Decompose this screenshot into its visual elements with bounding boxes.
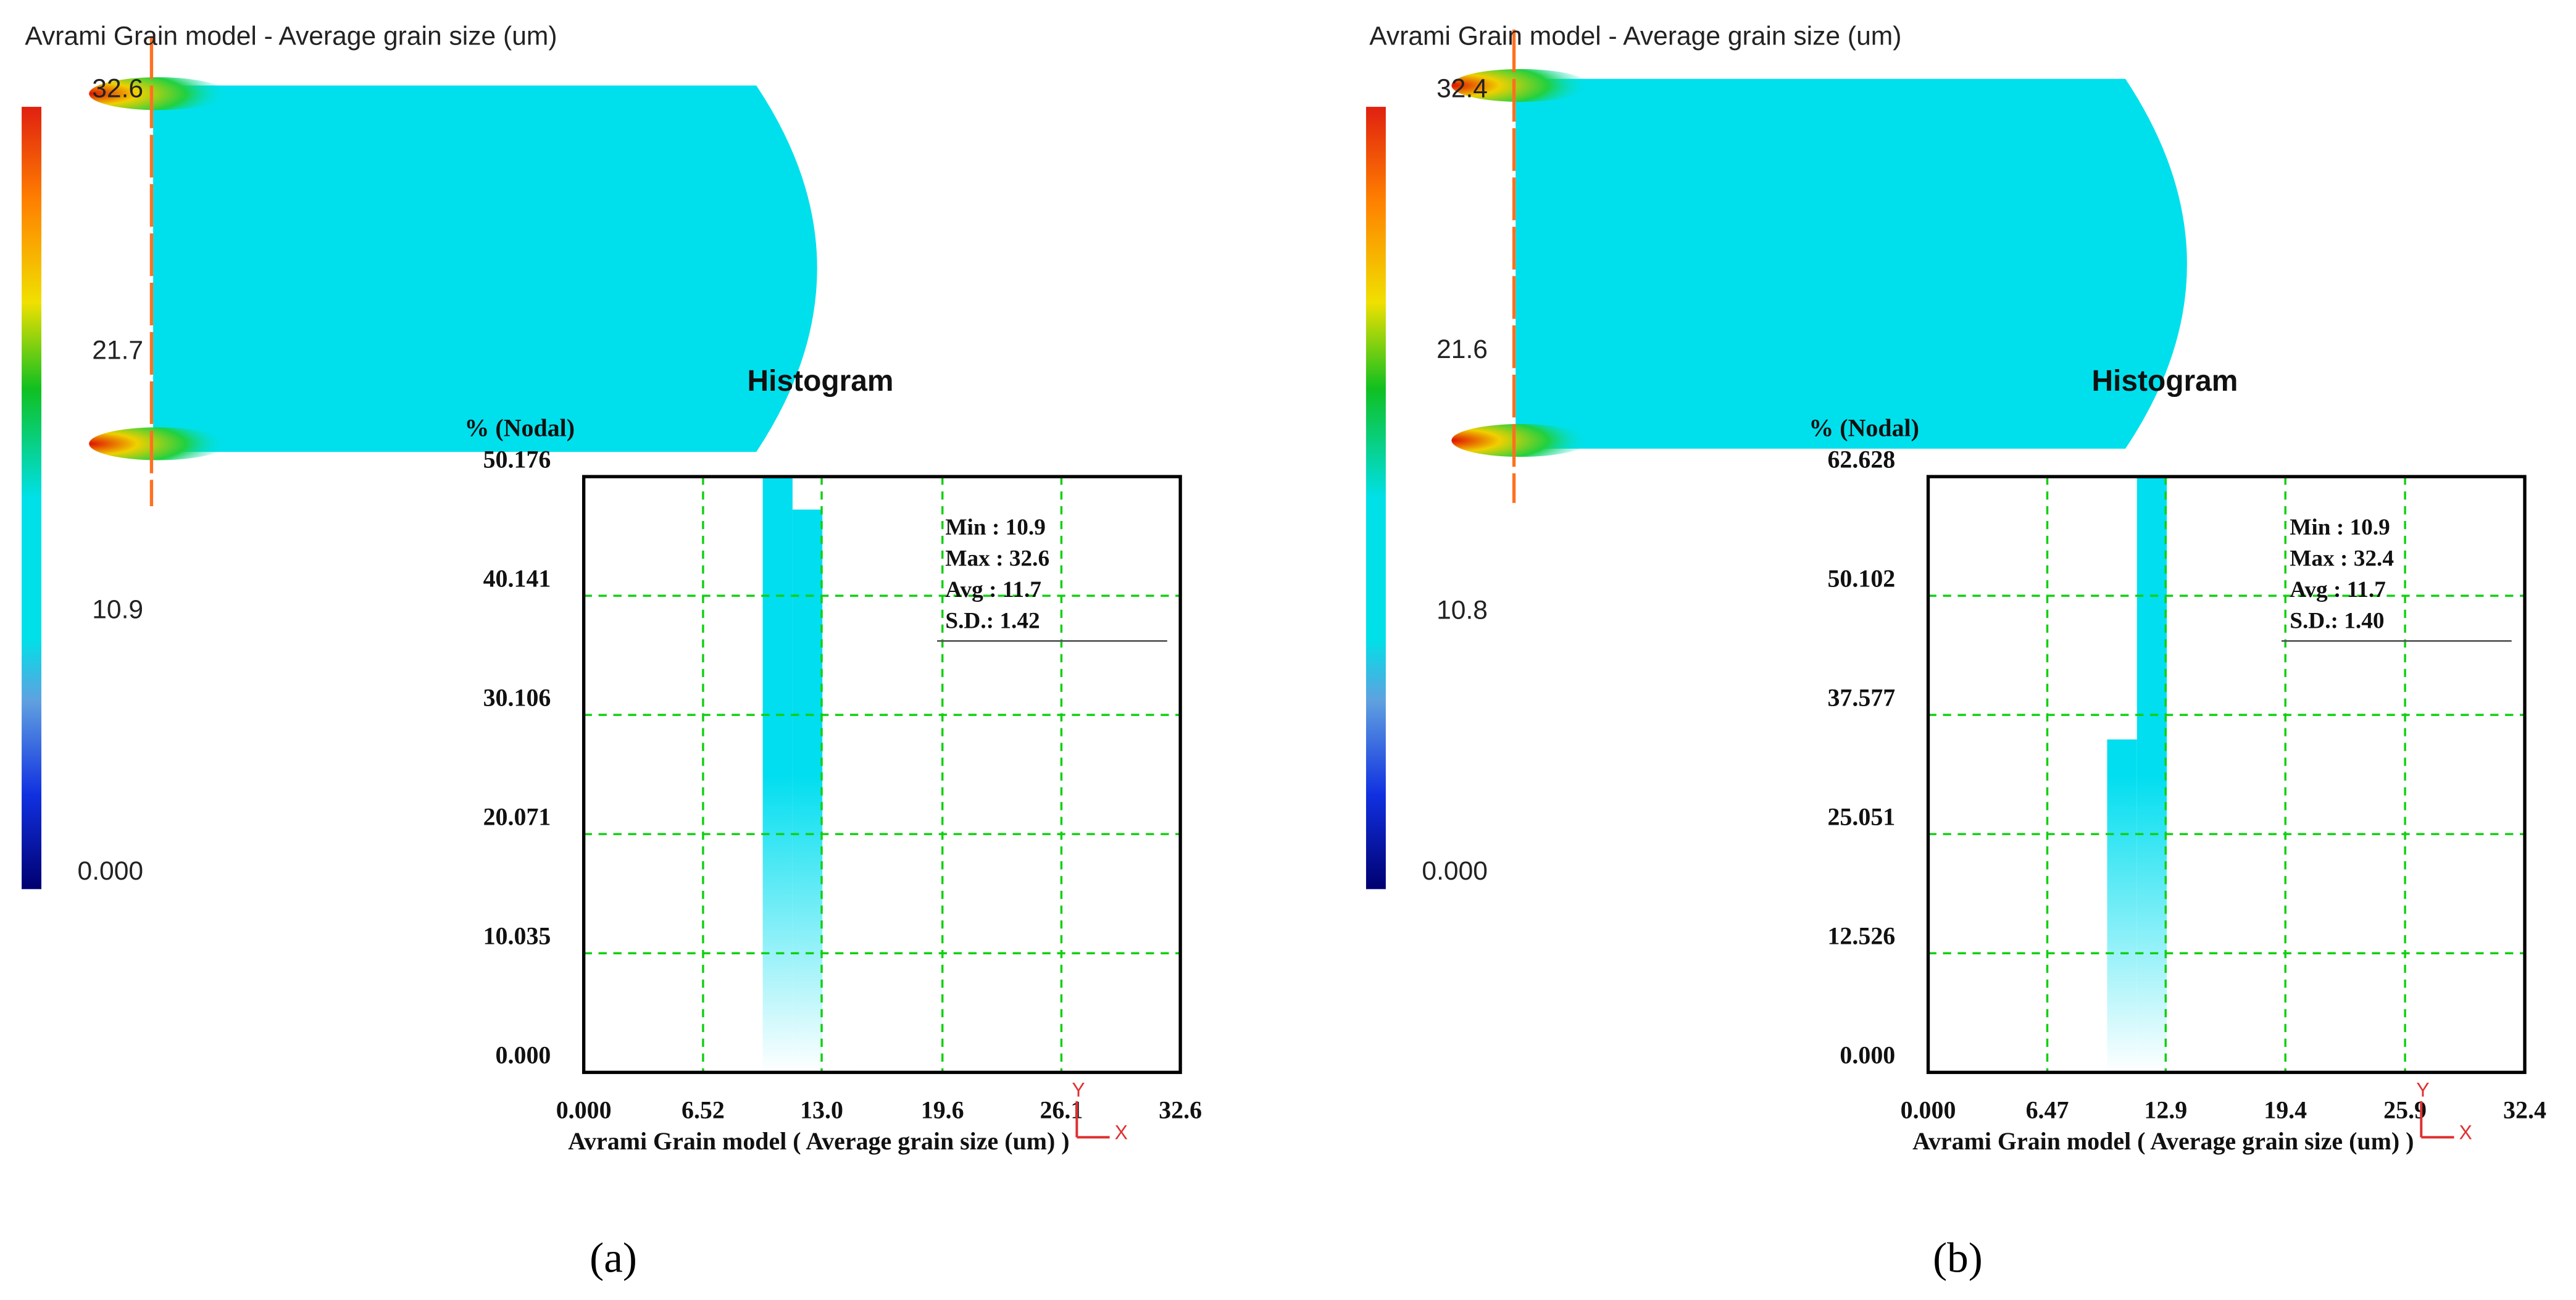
triad-label: X [1115, 1122, 1128, 1144]
histogram-bar [792, 509, 823, 1073]
stat-line: Avg : 11.7 [2290, 577, 2386, 602]
y-tick-label: 12.526 [1827, 922, 1895, 949]
triad-label: X [2459, 1122, 2472, 1144]
x-tick-label: 25.9 [2383, 1096, 2427, 1124]
y-tick-label: 0.000 [496, 1041, 551, 1069]
colorbar [22, 107, 42, 890]
x-tick-label: 19.4 [2264, 1096, 2307, 1124]
colorbar-tick-label: 32.6 [92, 74, 143, 104]
stat-line: Max : 32.6 [945, 546, 1049, 571]
colorbar-tick-label: 10.8 [1436, 596, 1488, 625]
panel-title: Avrami Grain model - Average grain size … [25, 21, 557, 51]
x-tick-label: 0.000 [556, 1096, 612, 1124]
triad-label: Y [1072, 1078, 1085, 1101]
y-tick-label: 25.051 [1827, 802, 1895, 830]
y-tick-label: 40.141 [483, 564, 551, 592]
x-tick-label: 6.47 [2026, 1096, 2069, 1124]
x-axis-label: Avrami Grain model ( Average grain size … [1912, 1127, 2414, 1155]
colorbar-tick-label: 10.9 [92, 594, 143, 624]
part-contour [1515, 78, 2187, 449]
stat-line: Avg : 11.7 [945, 577, 1041, 602]
hot-spot [89, 427, 227, 460]
y-axis-label: % (Nodal) [465, 414, 575, 442]
x-tick-label: 6.52 [682, 1096, 725, 1124]
y-axis-label: % (Nodal) [1809, 414, 1919, 442]
colorbar-tick-label: 0.000 [78, 856, 144, 886]
contour-a [22, 36, 817, 890]
hot-spot [1451, 69, 1590, 102]
histogram-title: Histogram [748, 365, 894, 398]
y-tick-label: 50.102 [1827, 564, 1895, 592]
stat-line: Min : 10.9 [2290, 515, 2390, 540]
hot-spot [1451, 423, 1590, 457]
colorbar-tick-label: 0.000 [1422, 856, 1488, 886]
y-tick-label: 62.628 [1827, 445, 1895, 473]
x-tick-label: 0.000 [1901, 1096, 1956, 1124]
x-axis-label: Avrami Grain model ( Average grain size … [568, 1127, 1069, 1155]
triad-label: Y [2416, 1078, 2429, 1101]
stat-line: Max : 32.4 [2290, 546, 2394, 571]
caption: (b) [1933, 1234, 1983, 1281]
colorbar [1365, 107, 1386, 890]
x-tick-label: 19.6 [921, 1096, 964, 1124]
x-tick-label: 13.0 [800, 1096, 843, 1124]
y-tick-label: 30.106 [483, 683, 551, 711]
stat-line: S.D.: 1.40 [2290, 609, 2384, 634]
plot-frame [581, 475, 1182, 1074]
histogram-bar [822, 1069, 852, 1073]
plot-background [583, 477, 1181, 1073]
y-tick-label: 20.071 [483, 802, 551, 830]
panel-title: Avrami Grain model - Average grain size … [1369, 21, 1901, 51]
colorbar-tick-label: 32.4 [1436, 74, 1488, 104]
x-tick-label: 32.6 [1159, 1096, 1202, 1124]
histogram-title: Histogram [2091, 365, 2238, 398]
histogram-bar [2136, 478, 2167, 1073]
colorbar-tick-label: 21.6 [1436, 335, 1488, 364]
part-contour [153, 85, 817, 452]
y-tick-label: 0.000 [1840, 1041, 1895, 1069]
histogram-bar [2107, 739, 2137, 1073]
x-tick-label: 12.9 [2144, 1096, 2187, 1124]
caption: (a) [590, 1234, 637, 1281]
x-tick-label: 32.4 [2503, 1096, 2546, 1124]
plot-frame [1926, 475, 2527, 1074]
y-tick-label: 50.176 [483, 445, 551, 473]
stat-line: Min : 10.9 [945, 515, 1046, 540]
hot-spot [89, 77, 227, 110]
contour-b [1365, 29, 2187, 890]
plot-background [1928, 477, 2525, 1073]
histogram-bar [762, 477, 793, 1073]
stat-line: S.D.: 1.42 [945, 609, 1040, 634]
y-tick-label: 10.035 [483, 922, 551, 949]
colorbar-tick-label: 21.7 [92, 335, 143, 365]
y-tick-label: 37.577 [1827, 683, 1895, 711]
